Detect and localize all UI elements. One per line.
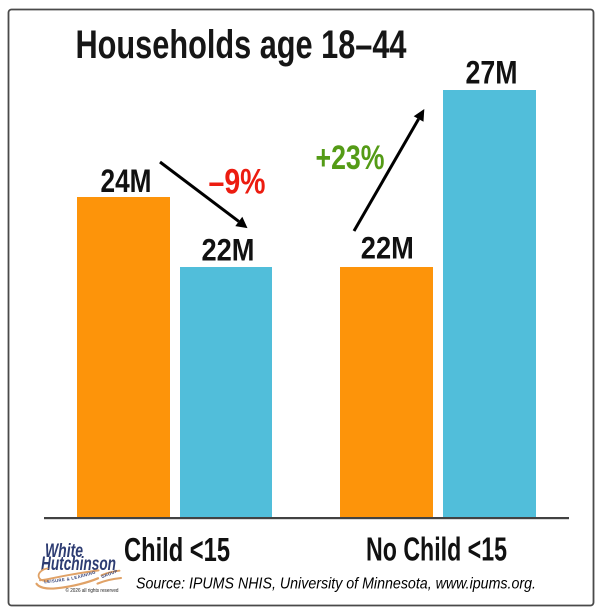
svg-text:Households age 18–44: Households age 18–44: [76, 23, 408, 67]
svg-text:Source: IPUMS NHIS, University: Source: IPUMS NHIS, University of Minnes…: [136, 576, 536, 593]
svg-text:Hutchinson: Hutchinson: [41, 554, 116, 575]
svg-text:–9%: –9%: [209, 163, 266, 202]
svg-text:27M: 27M: [466, 55, 518, 91]
svg-text:Child <15: Child <15: [124, 531, 230, 568]
svg-text:22M: 22M: [202, 232, 255, 268]
svg-text:White: White: [45, 541, 83, 562]
svg-text:GROUP: GROUP: [101, 568, 119, 579]
svg-text:© 2026 all rights reserved: © 2026 all rights reserved: [66, 587, 119, 594]
svg-text:+23%: +23%: [316, 139, 385, 177]
svg-text:24M: 24M: [101, 163, 152, 199]
svg-text:22M: 22M: [361, 230, 414, 266]
svg-text:No Child <15: No Child <15: [366, 531, 507, 568]
